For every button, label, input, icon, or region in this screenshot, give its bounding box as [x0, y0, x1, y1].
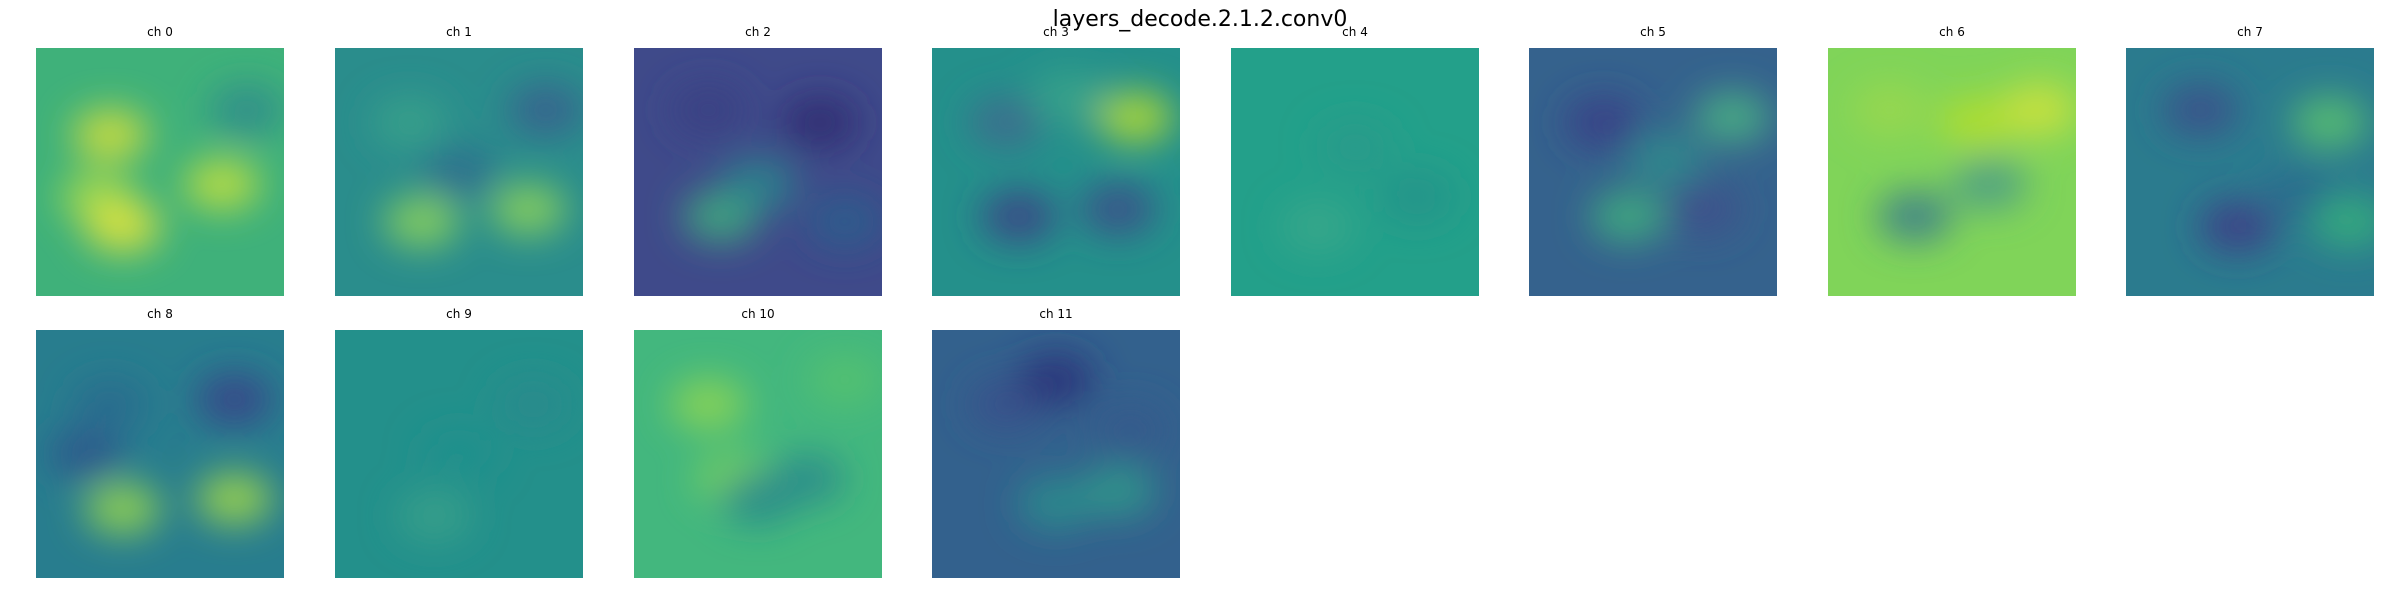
- activation-region: [1664, 183, 1741, 236]
- activation-region: [720, 158, 796, 211]
- activation-region: [495, 378, 572, 431]
- activation-region: [1080, 465, 1156, 518]
- feature-map-image: [932, 330, 1180, 578]
- activation-region: [421, 146, 497, 198]
- activation-region: [371, 96, 448, 149]
- feature-map-image: [335, 48, 583, 296]
- panel-label: ch 11: [1039, 307, 1073, 321]
- activation-region: [1627, 133, 1704, 186]
- panel-label: ch 6: [1939, 25, 1965, 39]
- panel-label: ch 1: [446, 25, 472, 39]
- panel-label: ch 7: [2237, 25, 2263, 39]
- feature-map-image: [634, 330, 882, 578]
- activation-region: [1951, 158, 2028, 211]
- activation-region: [1938, 96, 2015, 149]
- activation-region: [1097, 91, 1174, 144]
- figure-title: layers_decode.2.1.2.conv0: [1052, 7, 1348, 32]
- activation-region: [1565, 96, 1642, 149]
- feature-map-image: [932, 48, 1180, 296]
- activation-region: [1018, 353, 1094, 406]
- feature-map-image: [634, 48, 882, 296]
- feature-map-image: [36, 48, 284, 296]
- panel-label: ch 8: [147, 307, 173, 321]
- activation-region: [1317, 121, 1393, 174]
- activation-region: [1092, 403, 1169, 456]
- activation-region: [208, 84, 284, 136]
- panel-label: ch 4: [1342, 25, 1368, 39]
- panel-label: ch 3: [1043, 25, 1069, 39]
- activation-region: [2291, 96, 2368, 149]
- panel-label: ch 0: [147, 25, 173, 39]
- activation-region: [806, 353, 882, 406]
- activation-region: [490, 183, 567, 236]
- activation-region: [84, 200, 161, 253]
- feature-map-image: [36, 330, 284, 578]
- activation-region: [1852, 84, 1928, 136]
- activation-region: [1694, 91, 1771, 144]
- activation-region: [2162, 84, 2239, 136]
- panel-label: ch 2: [745, 25, 771, 39]
- feature-map-image: [2126, 48, 2374, 296]
- activation-region: [1379, 170, 1455, 223]
- activation-region: [396, 490, 473, 542]
- activation-region: [72, 378, 149, 431]
- activation-region: [1018, 477, 1094, 530]
- activation-region: [670, 378, 747, 431]
- activation-region: [782, 96, 858, 149]
- feature-map-image: [1828, 48, 2076, 296]
- panel-label: ch 9: [446, 307, 472, 321]
- activation-region: [2311, 195, 2374, 248]
- activation-region: [1030, 71, 1107, 124]
- feature-map-image: [1231, 48, 1479, 296]
- activation-region: [806, 195, 882, 248]
- activation-region: [2199, 200, 2276, 253]
- activation-region: [507, 84, 583, 136]
- feature-map-background: [2126, 48, 2374, 296]
- activation-region: [2000, 84, 2076, 136]
- activation-region: [421, 428, 497, 480]
- activation-region: [1590, 190, 1667, 243]
- feature-map-image: [335, 330, 583, 578]
- activation-region: [980, 190, 1057, 243]
- activation-region: [196, 373, 273, 426]
- activation-region: [383, 195, 460, 248]
- activation-region: [196, 472, 273, 525]
- activation-region: [84, 482, 161, 535]
- panel-label: ch 5: [1640, 25, 1666, 39]
- activation-region: [968, 96, 1045, 149]
- activation-region: [184, 158, 260, 211]
- activation-region: [47, 428, 124, 480]
- activation-region: [1080, 183, 1156, 236]
- activation-region: [72, 108, 149, 161]
- activation-region: [1279, 200, 1356, 253]
- activation-region: [1876, 190, 1953, 243]
- panel-label: ch 10: [741, 307, 775, 321]
- activation-region: [769, 452, 846, 505]
- activation-region: [670, 84, 747, 136]
- feature-map-image: [1529, 48, 1777, 296]
